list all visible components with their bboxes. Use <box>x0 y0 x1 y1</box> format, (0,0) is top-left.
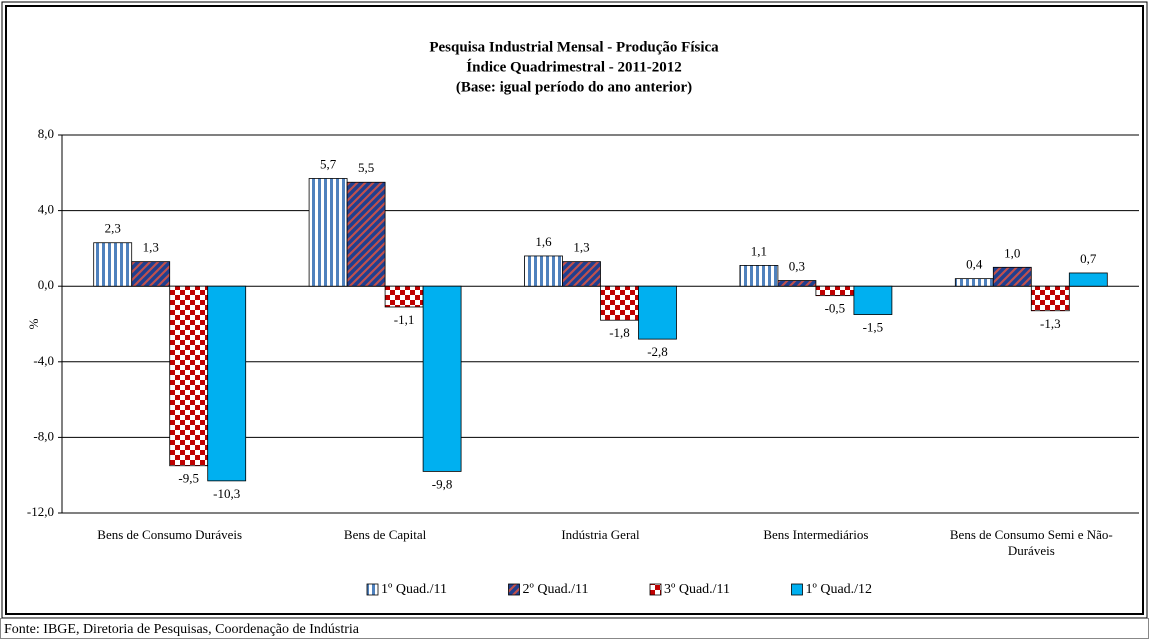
bar <box>562 261 601 287</box>
bar <box>600 285 639 321</box>
bar <box>131 261 171 287</box>
value-label: -0,5 <box>825 301 846 316</box>
x-tick-label: Bens Intermediários <box>763 527 869 542</box>
x-tick-label: Bens de Consumo Duráveis <box>97 527 243 542</box>
bar <box>638 285 677 340</box>
bar <box>384 285 424 308</box>
legend-swatch <box>649 583 662 596</box>
bar <box>1030 285 1070 312</box>
value-label: 1,0 <box>1004 245 1020 260</box>
value-label: -1,3 <box>1040 316 1061 331</box>
y-tick-label: -4,0 <box>33 353 54 368</box>
y-tick-label: 0,0 <box>38 277 54 292</box>
chart-title: Índice Quadrimestral - 2011-2012 <box>466 58 681 75</box>
legend-swatch <box>366 583 379 596</box>
bar <box>93 242 133 287</box>
value-label: 1,3 <box>143 240 159 255</box>
value-label: 2,3 <box>105 221 121 236</box>
x-tick-label: Bens de Capital <box>343 527 427 542</box>
bar <box>422 285 462 472</box>
source: Fonte: IBGE, Diretoria de Pesquisas, Coo… <box>4 622 360 637</box>
bar <box>777 280 817 287</box>
value-label: -1,5 <box>863 320 884 335</box>
bar <box>815 285 855 297</box>
value-label: -1,8 <box>609 325 630 340</box>
bar <box>346 181 386 287</box>
legend-swatch <box>508 583 520 596</box>
value-label: -9,5 <box>178 471 199 486</box>
legend-label: 1º Quad./12 <box>806 582 873 597</box>
bar <box>954 278 994 287</box>
y-tick-label: 4,0 <box>38 202 54 217</box>
bar <box>992 266 1032 287</box>
value-label: -9,8 <box>432 476 453 491</box>
bar <box>207 285 247 482</box>
chart-title: Pesquisa Industrial Mensal - Produção Fí… <box>429 39 719 55</box>
chart-frame <box>5 5 1144 615</box>
value-label: 0,3 <box>789 259 805 274</box>
legend-label: 3º Quad./11 <box>664 582 730 597</box>
bar <box>524 255 563 287</box>
value-label: 1,6 <box>535 234 552 249</box>
y-tick-label: 8,0 <box>38 126 54 141</box>
value-label: 1,1 <box>751 243 767 258</box>
x-tick-label: Bens de Consumo Semi e Não-Duráveis <box>949 527 1113 558</box>
legend-label: 1º Quad./11 <box>381 582 447 597</box>
y-tick-label: -12,0 <box>27 504 54 519</box>
legend-swatch <box>791 583 803 596</box>
bar <box>853 285 893 315</box>
value-label: 1,3 <box>573 240 589 255</box>
bar <box>739 265 779 287</box>
bar <box>1068 272 1108 287</box>
value-label: 0,7 <box>1080 251 1097 266</box>
bar <box>169 285 209 467</box>
x-tick-label: Indústria Geral <box>561 527 640 542</box>
value-label: 5,7 <box>320 156 337 171</box>
value-label: -1,1 <box>394 312 415 327</box>
bar <box>308 178 348 287</box>
value-label: -2,8 <box>647 344 668 359</box>
y-axis-label: % <box>26 318 41 329</box>
y-tick-label: -8,0 <box>33 428 54 443</box>
value-label: 0,4 <box>966 257 983 272</box>
value-label: -10,3 <box>213 486 240 501</box>
chart-title: (Base: igual período do ano anterior) <box>456 79 692 95</box>
value-label: 5,5 <box>358 160 374 175</box>
legend-label: 2º Quad./11 <box>523 582 589 597</box>
